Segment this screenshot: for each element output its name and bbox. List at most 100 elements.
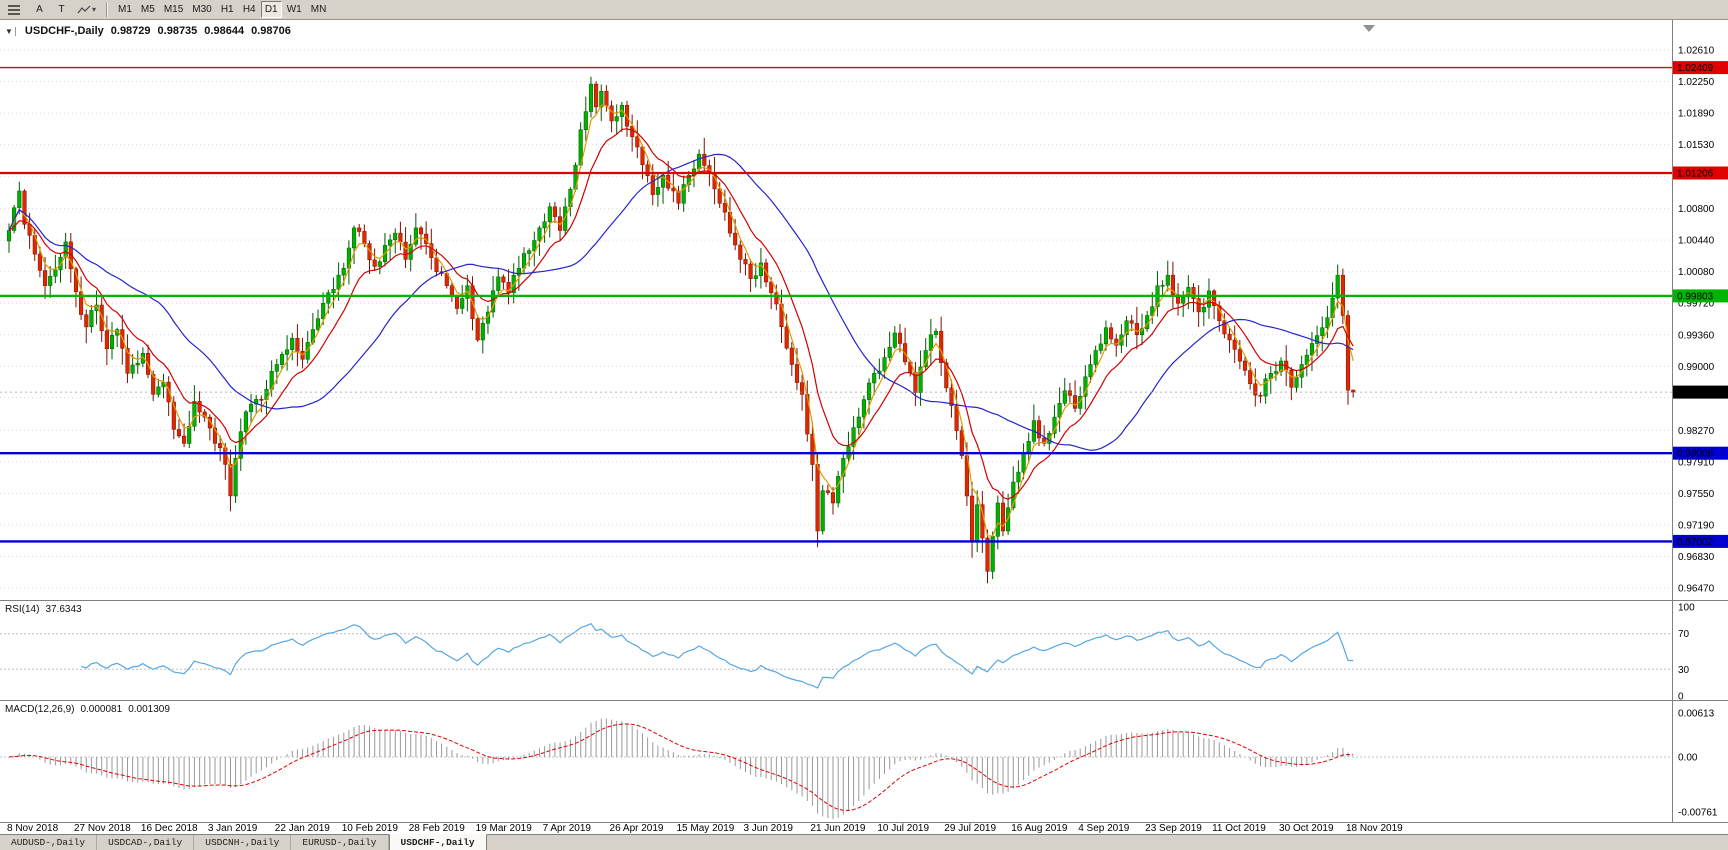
timeframe-mn-button[interactable]: MN [307, 1, 331, 18]
main-chart-svg[interactable]: 1.026101.022501.018901.015301.011701.008… [0, 20, 1728, 600]
svg-text:0.99803: 0.99803 [1677, 291, 1714, 302]
svg-text:1.00800: 1.00800 [1678, 204, 1715, 215]
rsi-panel-svg[interactable]: 100 70 30 0 [0, 600, 1728, 700]
timeframe-m1-button[interactable]: M1 [114, 1, 136, 18]
tab-usdcad[interactable]: USDCAD-,Daily [97, 835, 195, 850]
label-tool-button[interactable]: A [29, 1, 50, 18]
svg-text:0.99000: 0.99000 [1678, 362, 1715, 373]
timeframe-buttons: M1 M5 M15 M30 H1 H4 D1 W1 MN [114, 1, 330, 18]
timeframe-w1-button[interactable]: W1 [283, 1, 306, 18]
rsi-header: RSI(14) 37.6343 [5, 604, 82, 615]
text-tool-button[interactable]: T [51, 1, 72, 18]
macd-signal-value: 0.001309 [128, 704, 170, 715]
rsi-value: 37.6343 [45, 604, 82, 615]
svg-text:0: 0 [1678, 692, 1684, 701]
top-toolbar: A T ▾ M1 M5 M15 M30 H1 H4 D1 W1 MN [0, 0, 1728, 20]
svg-text:1.02250: 1.02250 [1678, 77, 1715, 88]
date-label: 16 Aug 2019 [1011, 823, 1068, 834]
polyline-tool-button[interactable]: ▾ [73, 1, 100, 18]
svg-text:0.99720: 0.99720 [1678, 299, 1715, 310]
price-label-box [1673, 61, 1728, 75]
svg-text:0.97002: 0.97002 [1677, 537, 1714, 548]
close-value: 0.98706 [251, 25, 291, 37]
low-value: 0.98644 [204, 25, 245, 37]
ma-ema-4 [8, 104, 1354, 537]
ma-sma-30 [8, 153, 1354, 451]
svg-text:0.97550: 0.97550 [1678, 489, 1715, 500]
price-label-box [1673, 534, 1728, 548]
date-label: 19 Mar 2019 [475, 823, 532, 834]
date-label: 4 Sep 2019 [1078, 823, 1130, 834]
price-label-box [1673, 446, 1728, 460]
date-label: 16 Dec 2018 [140, 823, 198, 834]
date-label: 27 Nov 2018 [73, 823, 131, 834]
date-axis[interactable]: 8 Nov 2018 27 Nov 2018 16 Dec 2018 3 Jan 20… [0, 822, 1728, 834]
high-value: 0.98735 [157, 25, 198, 37]
svg-text:0.99360: 0.99360 [1678, 330, 1715, 341]
svg-text:1.01530: 1.01530 [1678, 140, 1715, 151]
svg-text:1.01206: 1.01206 [1677, 169, 1714, 180]
moving-averages-layer [8, 104, 1354, 537]
rsi-label: RSI(14) [5, 604, 40, 615]
svg-text:30: 30 [1678, 665, 1690, 676]
price-grid [0, 49, 1672, 589]
tab-usdchf[interactable]: USDCHF-,Daily [388, 834, 487, 850]
chart-window: 1.026101.022501.018901.015301.011701.008… [0, 20, 1728, 834]
svg-text:1.02409: 1.02409 [1677, 63, 1714, 74]
price-label-box [1673, 166, 1728, 180]
date-label: 30 Oct 2019 [1279, 823, 1334, 834]
macd-main-value: 0.000081 [80, 704, 123, 715]
symbol-caret-icon[interactable]: ▼ [5, 26, 16, 36]
date-label: 18 Nov 2019 [1346, 823, 1403, 834]
macd-header: MACD(12,26,9) 0.000081 0.001309 [5, 704, 170, 715]
macd-panel-svg[interactable]: 0.00613 0.00 -0.00761 [0, 700, 1728, 822]
svg-text:0.00: 0.00 [1678, 753, 1698, 764]
date-label: 10 Feb 2019 [341, 823, 398, 834]
timeframe-m15-button[interactable]: M15 [160, 1, 187, 18]
macd-label: MACD(12,26,9) [5, 704, 75, 715]
timeframe-h4-button[interactable]: H4 [239, 1, 260, 18]
svg-text:1.00080: 1.00080 [1678, 267, 1715, 278]
date-label: 28 Feb 2019 [408, 823, 465, 834]
price-axis[interactable]: 1.026101.022501.018901.015301.011701.008… [1673, 46, 1728, 595]
date-label: 21 Jun 2019 [810, 823, 866, 834]
svg-text:1.01890: 1.01890 [1678, 109, 1715, 120]
svg-text:0.98008: 0.98008 [1677, 449, 1714, 460]
svg-text:0.97190: 0.97190 [1678, 520, 1715, 531]
tab-audusd[interactable]: AUDUSD-,Daily [0, 835, 98, 850]
date-label: 15 May 2019 [676, 823, 735, 834]
tab-usdcnh[interactable]: USDCNH-,Daily [194, 835, 292, 850]
timeframe-m5-button[interactable]: M5 [137, 1, 159, 18]
timeframe-d1-button[interactable]: D1 [260, 1, 282, 18]
toolbar-separator [106, 2, 109, 17]
symbol-tabbar: AUDUSD-,Daily USDCAD-,Daily USDCNH-,Daily E… [0, 834, 1728, 850]
svg-text:1.00440: 1.00440 [1678, 236, 1715, 247]
date-label: 10 Jul 2019 [877, 823, 930, 834]
date-label: 29 Jul 2019 [944, 823, 997, 834]
svg-text:0.00613: 0.00613 [1678, 708, 1715, 719]
svg-text:70: 70 [1678, 629, 1690, 640]
date-label: 22 Jan 2019 [274, 823, 330, 834]
macd-signal-line [8, 723, 1354, 811]
price-label-box [1673, 289, 1728, 303]
timeframe-m30-button[interactable]: M30 [188, 1, 215, 18]
timeframe-h1-button[interactable]: H1 [217, 1, 238, 18]
svg-text:-0.00761: -0.00761 [1678, 807, 1718, 818]
date-label: 8 Nov 2018 [7, 823, 59, 834]
date-label: 3 Jun 2019 [743, 823, 793, 834]
date-label: 7 Apr 2019 [542, 823, 591, 834]
svg-text:0.96470: 0.96470 [1678, 584, 1715, 595]
current-price-label-box [1673, 385, 1728, 399]
macd-histogram [13, 718, 1354, 819]
horizontal-lines-layer[interactable] [0, 66, 1672, 543]
chart-ohlc-header: ▼ USDCHF-,Daily 0.98729 0.98735 0.98644 … [5, 25, 291, 37]
chart-shift-marker[interactable] [1363, 25, 1375, 32]
tab-eurusd[interactable]: EURUSD-,Daily [291, 835, 389, 850]
candles-layer [6, 76, 1356, 584]
date-label: 26 Apr 2019 [609, 823, 664, 834]
menu-icon[interactable] [3, 3, 25, 17]
svg-text:1.02610: 1.02610 [1678, 46, 1715, 57]
date-label: 3 Jan 2019 [207, 823, 258, 834]
dropdown-caret-icon: ▾ [92, 4, 97, 14]
